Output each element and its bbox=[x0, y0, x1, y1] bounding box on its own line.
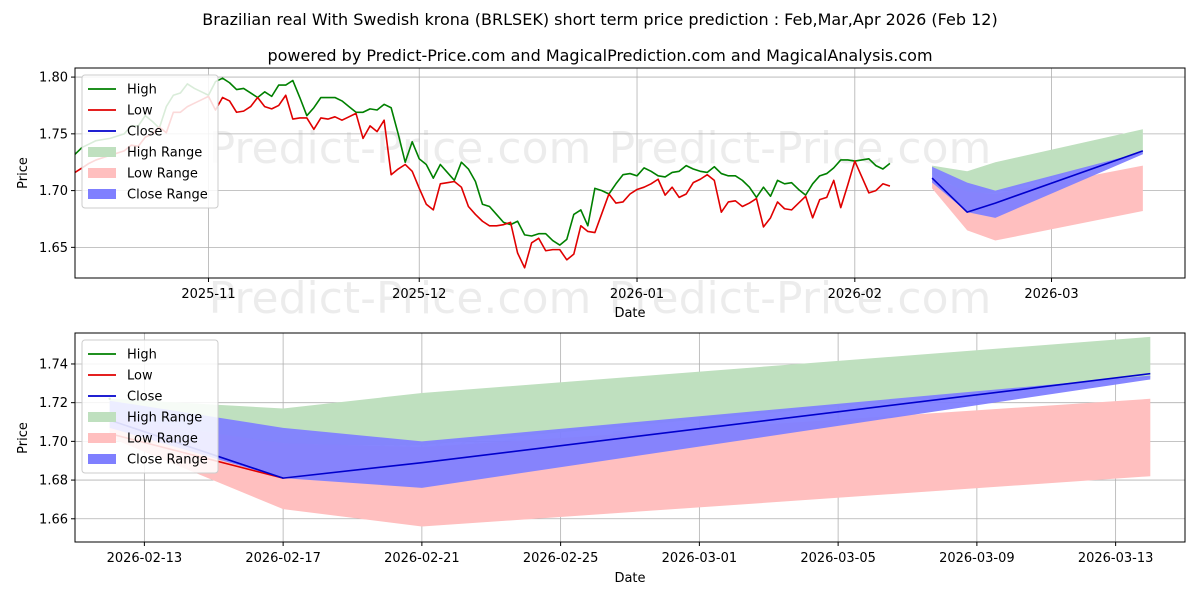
x-tick-label: 2026-03 bbox=[1024, 287, 1078, 302]
x-tick-label: 2025-12 bbox=[392, 287, 446, 302]
top-legend: High Low Close High Range Low Range Close Ran… bbox=[81, 74, 219, 209]
x-tick-label: 2026-03-09 bbox=[939, 551, 1015, 566]
chart-title: Brazilian real With Swedish krona (BRLSE… bbox=[202, 10, 997, 29]
y-tick-label: 1.70 bbox=[39, 184, 68, 199]
watermark: Predict-Price.com bbox=[209, 123, 592, 174]
legend-label: Close Range bbox=[127, 453, 208, 468]
close-line bbox=[931, 150, 1144, 213]
x-tick-label: 2026-03-13 bbox=[1078, 551, 1154, 566]
x-tick-label: 2026-02-17 bbox=[245, 551, 321, 566]
x-tick-label: 2026-02-25 bbox=[523, 551, 599, 566]
x-tick-label: 2026-02 bbox=[828, 287, 882, 302]
x-tick-label: 2026-03-05 bbox=[800, 551, 876, 566]
chart-subtitle: powered by Predict-Price.com and Magical… bbox=[267, 46, 932, 65]
watermark: Predict-Price.com bbox=[609, 123, 992, 174]
bottom-y-axis-label: Price bbox=[16, 422, 31, 454]
y-tick-label: 1.72 bbox=[39, 396, 68, 411]
high-range-band bbox=[109, 336, 1151, 446]
legend-swatch-close-range bbox=[88, 189, 116, 199]
legend-label: High bbox=[127, 348, 157, 363]
legend-label: Close Range bbox=[127, 188, 208, 203]
top-panel: Predict-Price.com Predict-Price.com Pred… bbox=[16, 67, 1186, 324]
legend-label: Close bbox=[127, 390, 162, 405]
x-tick-label: 2026-03-01 bbox=[662, 551, 738, 566]
close-range-band bbox=[109, 375, 1151, 488]
watermark: Predict-Price.com bbox=[609, 273, 992, 324]
low-range-band bbox=[932, 165, 1143, 241]
legend-swatch-low-range bbox=[88, 433, 116, 443]
legend-label: Low bbox=[127, 369, 153, 384]
y-tick-label: 1.80 bbox=[39, 71, 68, 86]
bottom-plot-frame bbox=[74, 332, 1186, 543]
legend-label: Low bbox=[127, 104, 153, 119]
top-y-axis-label: Price bbox=[16, 157, 31, 189]
y-tick-label: 1.74 bbox=[39, 357, 68, 372]
y-tick-label: 1.68 bbox=[39, 474, 68, 489]
x-tick-label: 2026-02-21 bbox=[384, 551, 460, 566]
x-tick-label: 2025-11 bbox=[181, 287, 235, 302]
legend-label: High bbox=[127, 83, 157, 98]
y-tick-label: 1.66 bbox=[39, 512, 68, 527]
bottom-legend: High Low Close High Range Low Range Close Ran… bbox=[81, 339, 219, 474]
legend-label: Low Range bbox=[127, 432, 198, 447]
legend-swatch-high-range bbox=[88, 412, 116, 422]
legend-label: Close bbox=[127, 125, 162, 140]
y-tick-label: 1.75 bbox=[39, 127, 68, 142]
bottom-panel: Predict-Price.com Predict-Price.com 2026… bbox=[16, 332, 1186, 586]
bottom-x-axis-label: Date bbox=[614, 571, 645, 586]
legend-label: High Range bbox=[127, 411, 202, 426]
x-tick-label: 2026-02-13 bbox=[107, 551, 183, 566]
low-range-band bbox=[109, 398, 1151, 527]
y-tick-label: 1.70 bbox=[39, 435, 68, 450]
x-tick-label: 2026-01 bbox=[610, 287, 664, 302]
watermark: Predict-Price.com bbox=[209, 273, 592, 324]
legend-swatch-low-range bbox=[88, 168, 116, 178]
legend-swatch-high-range bbox=[88, 147, 116, 157]
top-plot-frame bbox=[74, 67, 1186, 279]
high-range-band bbox=[932, 129, 1143, 193]
top-x-axis-label: Date bbox=[614, 306, 645, 321]
legend-swatch-close-range bbox=[88, 454, 116, 464]
legend-label: High Range bbox=[127, 146, 202, 161]
legend-label: Low Range bbox=[127, 167, 198, 182]
close-range-band bbox=[932, 152, 1143, 218]
y-tick-label: 1.65 bbox=[39, 241, 68, 256]
